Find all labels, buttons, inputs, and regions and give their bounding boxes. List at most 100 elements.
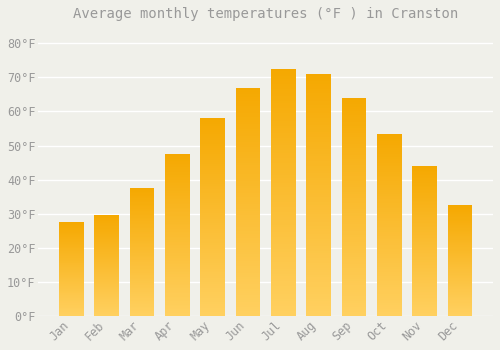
- Bar: [412, 203, 437, 205]
- Bar: [130, 298, 154, 299]
- Bar: [94, 313, 119, 314]
- Bar: [448, 305, 472, 306]
- Bar: [448, 212, 472, 213]
- Bar: [200, 162, 225, 164]
- Bar: [165, 309, 190, 311]
- Bar: [342, 113, 366, 115]
- Bar: [448, 261, 472, 262]
- Bar: [59, 269, 84, 270]
- Bar: [271, 232, 295, 234]
- Bar: [200, 130, 225, 132]
- Bar: [377, 232, 402, 234]
- Bar: [377, 281, 402, 283]
- Bar: [377, 310, 402, 312]
- Bar: [342, 192, 366, 194]
- Bar: [377, 172, 402, 174]
- Bar: [448, 250, 472, 251]
- Bar: [165, 271, 190, 272]
- Bar: [377, 292, 402, 294]
- Bar: [448, 221, 472, 222]
- Bar: [271, 294, 295, 296]
- Bar: [200, 265, 225, 267]
- Bar: [412, 306, 437, 307]
- Bar: [306, 248, 331, 251]
- Bar: [165, 196, 190, 198]
- Bar: [342, 126, 366, 128]
- Bar: [342, 115, 366, 118]
- Bar: [377, 252, 402, 254]
- Bar: [271, 177, 295, 180]
- Bar: [377, 261, 402, 263]
- Bar: [236, 154, 260, 156]
- Bar: [94, 247, 119, 248]
- Bar: [200, 296, 225, 298]
- Bar: [342, 246, 366, 248]
- Bar: [271, 123, 295, 126]
- Bar: [130, 295, 154, 297]
- Bar: [59, 301, 84, 302]
- Bar: [236, 129, 260, 131]
- Bar: [306, 270, 331, 272]
- Bar: [271, 193, 295, 195]
- Bar: [448, 251, 472, 252]
- Bar: [412, 264, 437, 265]
- Bar: [342, 270, 366, 272]
- Bar: [306, 292, 331, 294]
- Bar: [448, 312, 472, 313]
- Bar: [306, 149, 331, 152]
- Bar: [377, 285, 402, 287]
- Bar: [342, 253, 366, 255]
- Bar: [306, 163, 331, 166]
- Bar: [200, 140, 225, 142]
- Bar: [306, 219, 331, 222]
- Bar: [200, 194, 225, 195]
- Bar: [59, 232, 84, 233]
- Bar: [200, 174, 225, 176]
- Bar: [448, 214, 472, 215]
- Bar: [412, 186, 437, 187]
- Bar: [130, 301, 154, 302]
- Bar: [412, 226, 437, 228]
- Bar: [377, 192, 402, 194]
- Bar: [236, 284, 260, 286]
- Bar: [236, 238, 260, 240]
- Bar: [59, 293, 84, 294]
- Bar: [448, 298, 472, 299]
- Bar: [200, 276, 225, 278]
- Bar: [130, 262, 154, 264]
- Bar: [94, 314, 119, 315]
- Bar: [94, 236, 119, 237]
- Bar: [236, 225, 260, 227]
- Bar: [377, 148, 402, 150]
- Bar: [306, 91, 331, 93]
- Bar: [59, 256, 84, 257]
- Bar: [412, 253, 437, 254]
- Bar: [342, 240, 366, 242]
- Bar: [59, 241, 84, 242]
- Bar: [342, 135, 366, 137]
- Bar: [271, 311, 295, 314]
- Bar: [200, 177, 225, 180]
- Bar: [165, 254, 190, 256]
- Bar: [448, 242, 472, 243]
- Title: Average monthly temperatures (°F ) in Cranston: Average monthly temperatures (°F ) in Cr…: [73, 7, 458, 21]
- Bar: [130, 230, 154, 232]
- Bar: [271, 86, 295, 89]
- Bar: [165, 280, 190, 282]
- Bar: [448, 310, 472, 312]
- Bar: [377, 265, 402, 267]
- Bar: [271, 188, 295, 190]
- Bar: [412, 290, 437, 292]
- Bar: [130, 242, 154, 243]
- Bar: [342, 309, 366, 312]
- Bar: [377, 205, 402, 206]
- Bar: [165, 233, 190, 235]
- Bar: [412, 176, 437, 178]
- Bar: [306, 142, 331, 144]
- Bar: [130, 260, 154, 261]
- Bar: [306, 277, 331, 280]
- Bar: [59, 271, 84, 272]
- Bar: [94, 291, 119, 292]
- Bar: [200, 282, 225, 284]
- Bar: [271, 230, 295, 232]
